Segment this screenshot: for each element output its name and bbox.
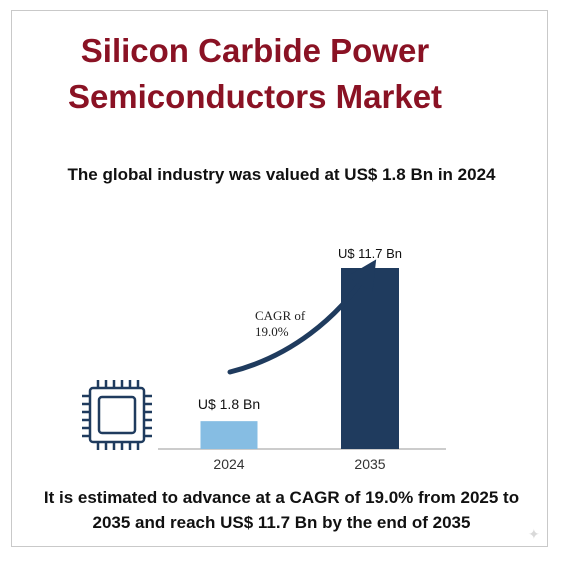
sparkle-icon: ✦ xyxy=(528,526,540,542)
footer-line-1: It is estimated to advance at a CAGR of … xyxy=(43,488,520,507)
data-label-2035: U$ 11.7 Bn xyxy=(338,246,402,261)
footer-text: It is estimated to advance at a CAGR of … xyxy=(0,485,563,535)
tick-label-2035: 2035 xyxy=(354,456,385,472)
page-title: Silicon Carbide Power Semiconductors Mar… xyxy=(0,28,510,120)
data-label-2024: U$ 1.8 Bn xyxy=(198,396,260,412)
card-frame xyxy=(11,10,548,547)
title-line-2: Semiconductors Market xyxy=(67,78,443,115)
bar-2024 xyxy=(200,421,258,449)
footer-line-2: 2035 and reach US$ 11.7 Bn by the end of… xyxy=(92,513,471,532)
title-line-1: Silicon Carbide Power xyxy=(80,32,430,69)
growth-arrow xyxy=(227,259,377,375)
microchip-icon xyxy=(82,380,152,450)
cagr-annotation-line-2: 19.0% xyxy=(255,324,289,339)
cagr-annotation-line-1: CAGR of xyxy=(255,308,306,323)
tick-label-2024: 2024 xyxy=(213,456,244,472)
subtitle: The global industry was valued at US$ 1.… xyxy=(67,165,496,184)
